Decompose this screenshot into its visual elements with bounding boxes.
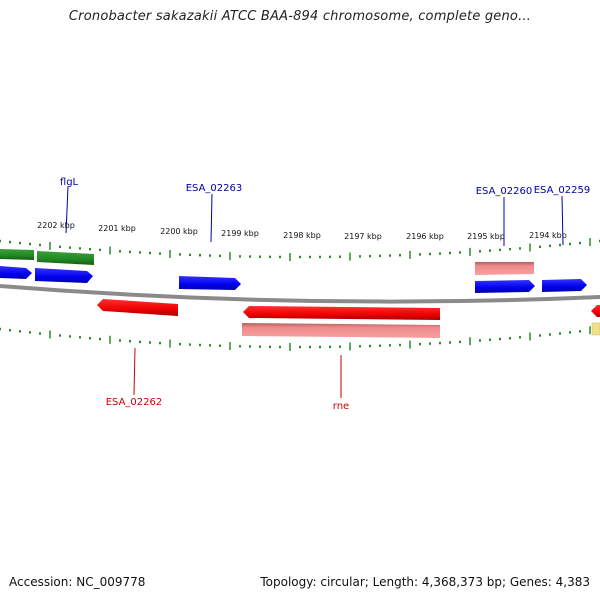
misc-feature[interactable] — [591, 322, 600, 336]
gene-label-rne[interactable]: rne — [333, 401, 349, 412]
operon-feature[interactable] — [37, 251, 94, 265]
ruler-label: 2201 kbp — [98, 224, 136, 233]
ruler-label: 2195 kbp — [467, 232, 505, 241]
gene-label-ESA_02259[interactable]: ESA_02259 — [534, 185, 591, 196]
gene-label-ESA_02262[interactable]: ESA_02262 — [106, 397, 163, 408]
gene-arrow-reverse[interactable] — [97, 299, 178, 316]
gene-arrow-forward[interactable] — [0, 266, 32, 279]
label-leader — [561, 195, 564, 246]
gene-label-ESA_02263[interactable]: ESA_02263 — [186, 183, 243, 194]
ruler-label: 2196 kbp — [406, 232, 444, 241]
gene-label-flgL[interactable]: flgL — [60, 177, 79, 188]
ruler-label: 2194 kbp — [529, 231, 567, 240]
ruler-label: 2198 kbp — [283, 231, 321, 240]
gene-label-ESA_02260[interactable]: ESA_02260 — [476, 186, 533, 197]
genome-title: Cronobacter sakazakii ATCC BAA-894 chrom… — [68, 9, 532, 24]
label-leader — [65, 186, 69, 234]
chromosome-backbone — [0, 284, 600, 304]
pseudo-gene[interactable] — [475, 262, 534, 275]
label-leader — [210, 193, 213, 243]
label-leader — [133, 347, 136, 396]
topology-summary: Topology: circular; Length: 4,368,373 bp… — [260, 575, 590, 589]
ruler-label: 2199 kbp — [221, 229, 259, 238]
gene-arrow-forward[interactable] — [35, 268, 93, 283]
ruler-label: 2200 kbp — [160, 227, 198, 236]
accession-text: Accession: NC_009778 — [9, 575, 146, 589]
gene-arrow-forward[interactable] — [179, 276, 241, 290]
operon-feature[interactable] — [0, 249, 34, 260]
ruler-label: 2202 kbp — [37, 221, 75, 230]
gene-arrow-reverse[interactable] — [243, 306, 440, 320]
tick-row-reverse — [0, 326, 600, 351]
gene-arrow-forward[interactable] — [542, 279, 587, 292]
pseudo-gene[interactable] — [242, 323, 440, 338]
gene-arrow-reverse[interactable] — [591, 305, 600, 317]
ruler-label: 2197 kbp — [344, 232, 382, 241]
tick-row-forward — [0, 238, 600, 261]
gene-arrow-forward[interactable] — [475, 280, 535, 293]
